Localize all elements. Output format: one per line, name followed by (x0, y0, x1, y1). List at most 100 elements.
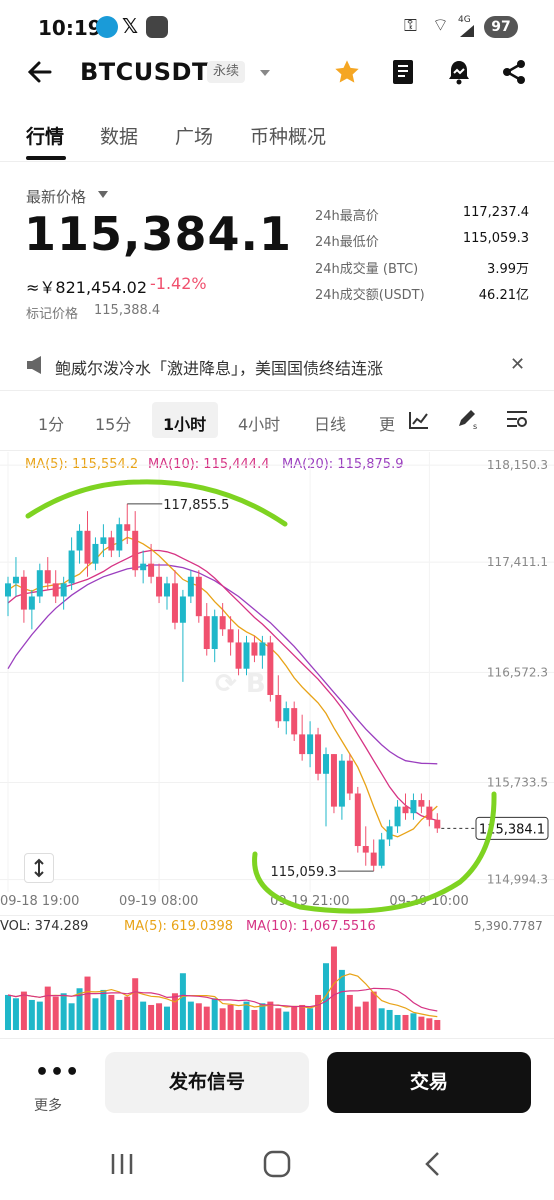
chart-fullscreen-button[interactable] (24, 853, 54, 883)
volume-bar (195, 1003, 202, 1030)
book-icon (393, 60, 413, 84)
candlestick-chart[interactable]: 118,150.3 117,411.1 116,572.3 115,733.5 114,… (0, 452, 554, 914)
contract-info-button[interactable] (390, 58, 416, 90)
more-button[interactable]: ••• 更多 (26, 1060, 79, 1116)
chart-type-button[interactable] (408, 410, 430, 434)
post-signal-button[interactable]: 发布信号 (105, 1052, 309, 1113)
home-icon (263, 1150, 291, 1178)
network-type: 4G (458, 15, 471, 25)
volume-bar (171, 993, 178, 1030)
symbol-title[interactable]: BTCUSDT (80, 58, 209, 86)
indicator-settings-button[interactable] (505, 408, 529, 434)
volume-bar (235, 1009, 242, 1030)
news-divider (0, 390, 554, 391)
candle-body (124, 524, 131, 531)
x-tick-label: 09-19 08:00 (119, 894, 198, 909)
volume-bar (338, 969, 345, 1030)
volume-bar (259, 1003, 266, 1030)
volume-bar (132, 978, 139, 1030)
ma20-legend: MA(20): 115,875.9 (282, 457, 404, 472)
close-news-icon[interactable]: ✕ (510, 354, 526, 375)
interval-4h[interactable]: 4小时 (238, 415, 281, 434)
candle-body (44, 570, 51, 584)
recent-apps-button[interactable] (107, 1150, 137, 1182)
ma10-legend: MA(10): 115,444.4 (148, 457, 270, 472)
interval-1d[interactable]: 日线 (314, 415, 347, 434)
interval-divider (0, 450, 554, 451)
last-price-caret-icon (98, 191, 108, 198)
favorite-button[interactable] (333, 58, 361, 90)
volume-bar (426, 1018, 433, 1030)
candle-body (52, 583, 59, 597)
candle-body (211, 616, 218, 650)
candle-body (116, 524, 123, 551)
vol-legend: VOL: 374.289 (0, 919, 89, 934)
ma20-line (7, 564, 438, 765)
back-button[interactable] (26, 58, 54, 86)
candle-body (275, 694, 282, 722)
y-tick-label: 115,733.5 (487, 776, 548, 790)
candle-body (68, 550, 75, 584)
interval-1h[interactable]: 1小时 (163, 415, 207, 434)
candle-body (283, 708, 290, 722)
candle-body (267, 642, 274, 695)
current-price-label: 115,384.1 (479, 822, 545, 837)
more-label: 更多 (34, 1098, 62, 1114)
volume-bar (370, 991, 377, 1030)
candle-body (132, 530, 139, 571)
last-price-label[interactable]: 最新价格 (26, 188, 87, 206)
tab-data[interactable]: 数据 (100, 126, 139, 148)
price-alert-button[interactable] (445, 58, 473, 90)
volume-bar (140, 1001, 147, 1030)
symbol-dropdown-button[interactable] (258, 64, 272, 83)
interval-1m[interactable]: 1分 (38, 415, 65, 434)
tab-market[interactable]: 行情 (26, 126, 65, 148)
interval-more[interactable]: 更 (379, 415, 396, 434)
volume-bar (418, 1016, 425, 1030)
volume-bar (52, 996, 59, 1030)
candle-body (100, 537, 107, 544)
drawing-tools-button[interactable]: s (456, 408, 480, 434)
x-tick-label: 09-18 19:00 (0, 894, 79, 909)
candle-body (156, 576, 163, 597)
volume-bar (92, 998, 99, 1030)
bottom-divider (0, 1038, 554, 1039)
volume-bar (20, 991, 27, 1030)
volume-chart (5, 946, 441, 1030)
volume-bar (243, 1001, 250, 1030)
candle-body (227, 629, 234, 643)
candle-body (140, 563, 147, 571)
volume-bar (227, 1004, 234, 1030)
status-time: 10:19 (38, 16, 102, 40)
stat-value-volume: 3.99万 (487, 262, 529, 277)
candle-body (243, 642, 250, 669)
candle-body (394, 806, 401, 827)
candle-body (330, 754, 337, 807)
candle-body (386, 826, 393, 840)
candle-body (307, 734, 314, 755)
stat-label-volume: 24h成交量 (BTC) (315, 262, 419, 277)
stat-value-low: 115,059.3 (462, 231, 529, 246)
settings-sliders-icon (507, 411, 527, 427)
volume-divider (0, 915, 554, 916)
volume-bar (179, 973, 186, 1030)
candle-body (164, 583, 170, 597)
tab-square[interactable]: 广场 (175, 126, 214, 148)
tab-coin-overview[interactable]: 币种概况 (250, 126, 327, 148)
vol-ma5-line (7, 973, 438, 1018)
caret-down-icon (260, 70, 270, 76)
volume-bar (156, 1003, 163, 1030)
volume-bar (330, 946, 337, 1030)
interval-15m[interactable]: 15分 (95, 415, 132, 434)
nav-back-button[interactable] (420, 1150, 450, 1182)
news-banner[interactable]: 鲍威尔泼冷水「激进降息」，美国国债终结连涨 (0, 343, 554, 387)
candle-body (291, 708, 298, 735)
active-tab-indicator (26, 156, 66, 160)
volume-bar (187, 1001, 194, 1030)
battery-indicator: 97 (484, 16, 518, 38)
trade-button[interactable]: 交易 (327, 1052, 531, 1113)
home-button[interactable] (262, 1150, 292, 1182)
share-button[interactable] (500, 58, 528, 90)
volume-bar (44, 986, 51, 1030)
volume-bar (354, 1006, 361, 1030)
